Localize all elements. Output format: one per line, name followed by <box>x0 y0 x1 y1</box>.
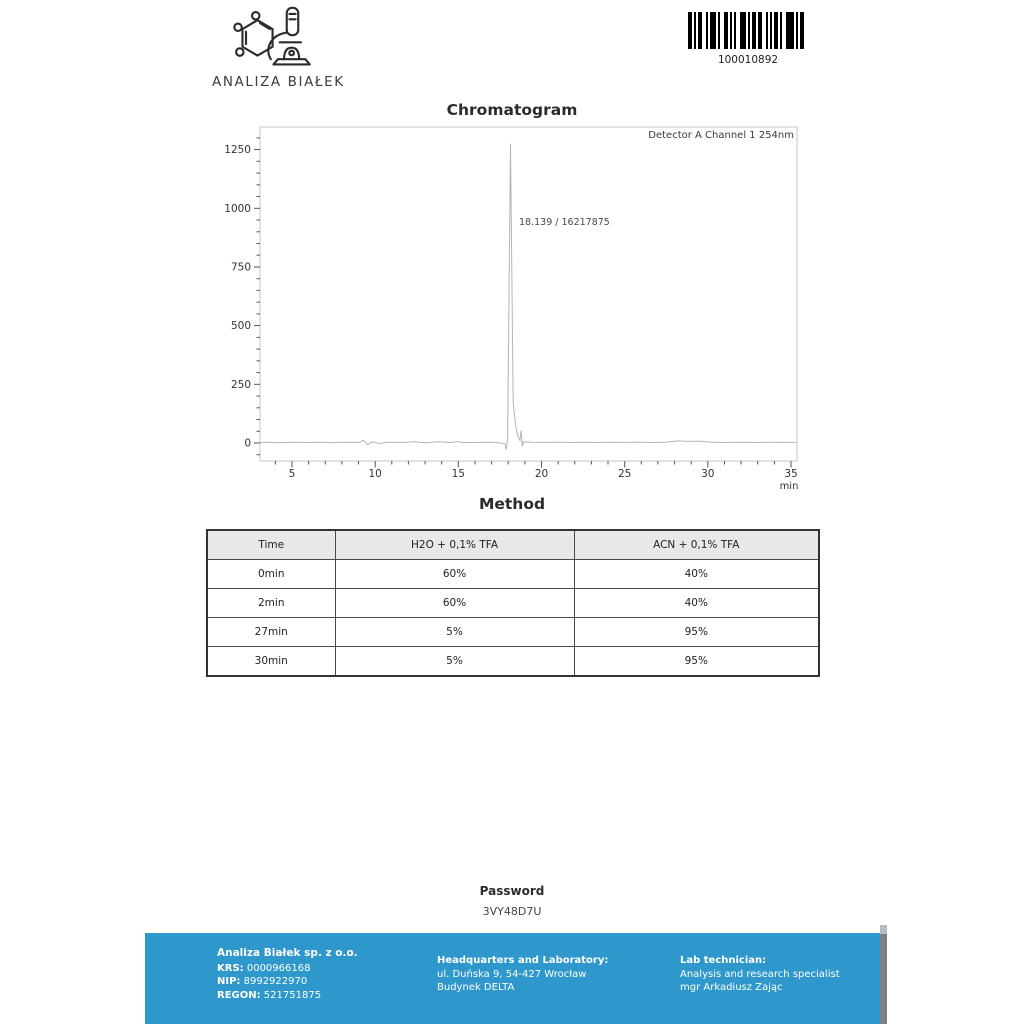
method-table: Time H2O + 0,1% TFA ACN + 0,1% TFA 0min … <box>206 529 820 677</box>
table-header-row: Time H2O + 0,1% TFA ACN + 0,1% TFA <box>206 529 820 560</box>
company-regon: REGON: 521751875 <box>217 989 322 1001</box>
table-row: 30min 5% 95% <box>206 646 820 677</box>
svg-text:250: 250 <box>231 379 251 391</box>
svg-text:35: 35 <box>784 468 797 480</box>
cell-time: 27min <box>206 617 336 647</box>
col-header-acn: ACN + 0,1% TFA <box>573 529 820 560</box>
table-row: 2min 60% 40% <box>206 588 820 618</box>
company-krs: KRS: 0000966168 <box>217 962 311 974</box>
hq-address-line1: ul. Duńska 9, 54-427 Wrocław <box>437 968 587 980</box>
barcode-number: 100010892 <box>717 54 779 66</box>
cell-h2o: 5% <box>334 617 575 647</box>
cell-acn: 95% <box>573 646 820 677</box>
svg-text:500: 500 <box>231 320 251 332</box>
footer-technician-block: Lab technician: Analysis and research sp… <box>680 954 840 995</box>
technician-line1: Analysis and research specialist <box>680 968 840 980</box>
svg-text:18.139 / 16217875: 18.139 / 16217875 <box>519 217 610 228</box>
col-header-h2o: H2O + 0,1% TFA <box>334 529 575 560</box>
technician-title: Lab technician: <box>680 955 767 966</box>
svg-text:1000: 1000 <box>224 203 251 215</box>
cell-time: 2min <box>206 588 336 618</box>
svg-text:20: 20 <box>535 468 548 480</box>
footer-shadow-right <box>880 934 887 1024</box>
cell-h2o: 60% <box>334 559 575 589</box>
svg-text:30: 30 <box>701 468 714 480</box>
chromatogram-chart: 0 250 500 750 1000 1250 5 10 15 20 25 30 35 min Detect… <box>215 125 800 492</box>
technician-line2: mgr Arkadiusz Zając <box>680 982 783 993</box>
barcode-image <box>688 12 808 49</box>
col-header-time: Time <box>206 529 336 560</box>
footer-shadow-top <box>880 925 887 934</box>
footer-hq-block: Headquarters and Laboratory: ul. Duńska … <box>437 954 608 995</box>
cell-time: 0min <box>206 559 336 589</box>
svg-text:10: 10 <box>369 468 382 480</box>
hq-title: Headquarters and Laboratory: <box>437 955 609 966</box>
svg-text:25: 25 <box>618 468 631 480</box>
company-name: Analiza Białek sp. z o.o. <box>217 947 358 959</box>
footer-company-block: Analiza Białek sp. z o.o. KRS: 000096616… <box>217 947 358 1002</box>
password-label: Password <box>479 884 545 898</box>
svg-text:15: 15 <box>452 468 465 480</box>
svg-text:1250: 1250 <box>224 144 251 156</box>
cell-time: 30min <box>206 646 336 677</box>
table-row: 27min 5% 95% <box>206 617 820 647</box>
cell-h2o: 60% <box>334 588 575 618</box>
company-nip: NIP: 8992922970 <box>217 976 308 987</box>
svg-text:5: 5 <box>289 468 296 480</box>
cell-acn: 40% <box>573 559 820 589</box>
hq-address-line2: Budynek DELTA <box>437 982 515 993</box>
svg-text:min: min <box>780 481 799 490</box>
cell-h2o: 5% <box>334 646 575 677</box>
logo-text: ANALIZA BIAŁEK <box>212 74 345 90</box>
barcode-block: 100010892 <box>688 12 808 66</box>
svg-text:750: 750 <box>231 262 251 274</box>
footer-bar: Analiza Białek sp. z o.o. KRS: 000096616… <box>145 933 880 1024</box>
method-title: Method <box>478 495 546 513</box>
chromatogram-title: Chromatogram <box>446 101 578 119</box>
svg-text:0: 0 <box>244 438 251 450</box>
password-value: 3VY48D7U <box>482 905 542 918</box>
cell-acn: 40% <box>573 588 820 618</box>
company-logo: ANALIZA BIAŁEK <box>212 6 345 90</box>
svg-text:Detector A Channel 1 254nm: Detector A Channel 1 254nm <box>648 130 794 141</box>
cell-acn: 95% <box>573 617 820 647</box>
table-row: 0min 60% 40% <box>206 559 820 589</box>
molecule-microscope-icon <box>233 6 311 66</box>
